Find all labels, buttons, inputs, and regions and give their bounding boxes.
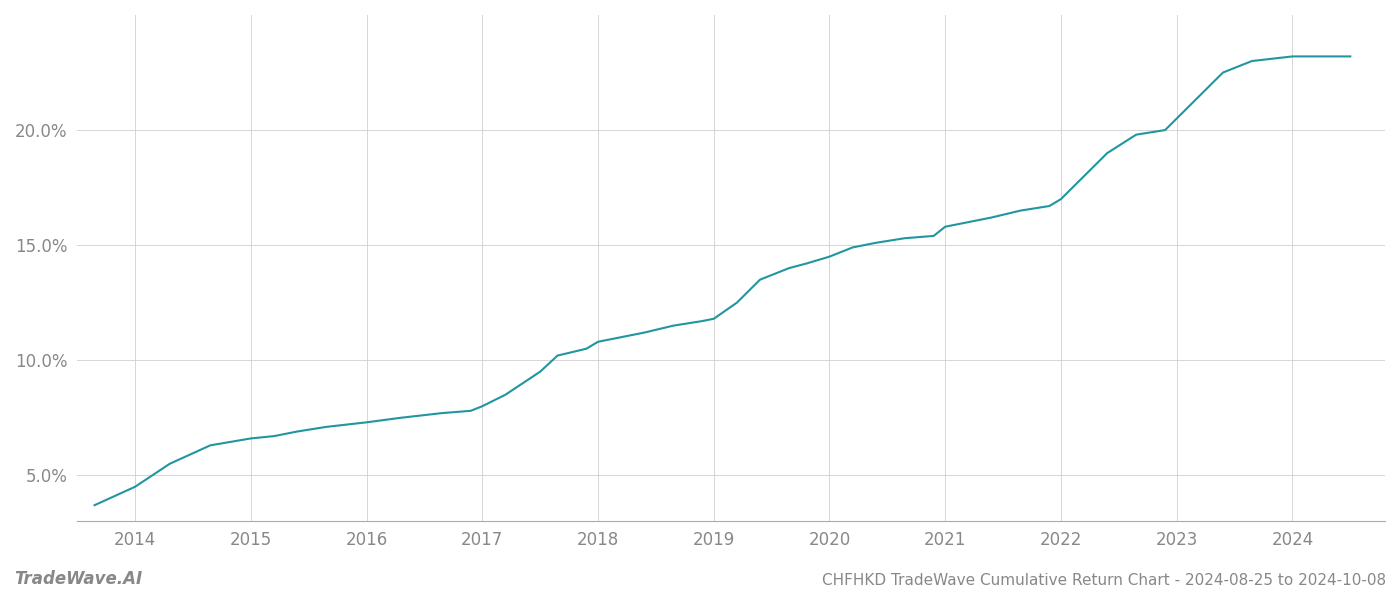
Text: TradeWave.AI: TradeWave.AI — [14, 570, 143, 588]
Text: CHFHKD TradeWave Cumulative Return Chart - 2024-08-25 to 2024-10-08: CHFHKD TradeWave Cumulative Return Chart… — [822, 573, 1386, 588]
